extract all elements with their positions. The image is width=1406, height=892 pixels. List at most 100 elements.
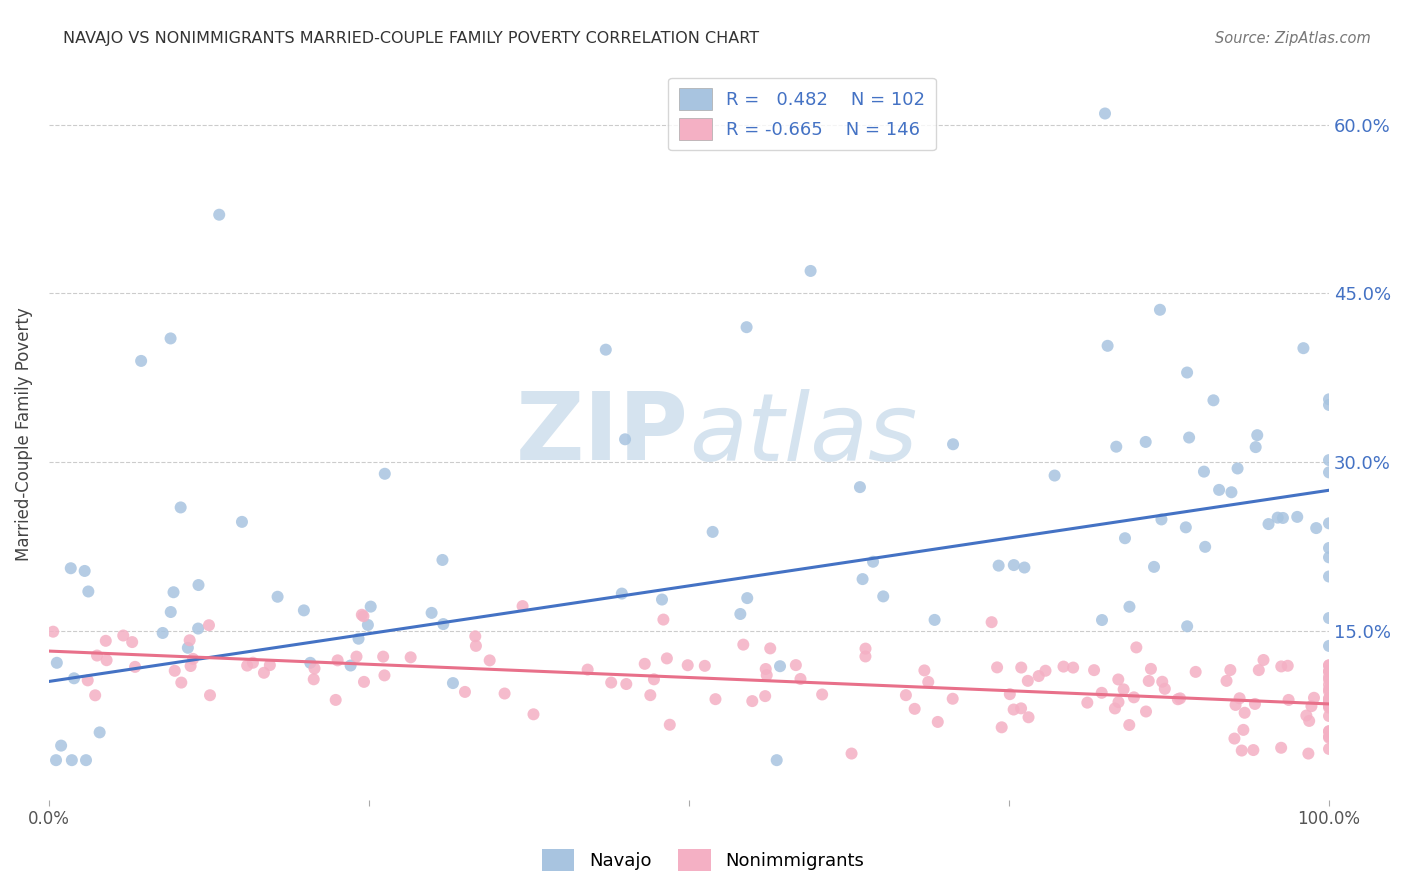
- Point: [1317, 698, 1340, 713]
- Point: [169, 500, 191, 515]
- Text: Source: ZipAtlas.com: Source: ZipAtlas.com: [1215, 31, 1371, 46]
- Point: [755, 662, 778, 676]
- Point: [304, 661, 326, 675]
- Point: [1317, 697, 1340, 711]
- Point: [1184, 665, 1206, 679]
- Point: [432, 617, 454, 632]
- Point: [851, 572, 873, 586]
- Point: [651, 592, 673, 607]
- Point: [735, 320, 758, 334]
- Point: [1253, 653, 1275, 667]
- Point: [494, 686, 516, 700]
- Point: [1091, 686, 1114, 700]
- Point: [730, 607, 752, 621]
- Point: [1225, 698, 1247, 712]
- Point: [872, 590, 894, 604]
- Point: [76, 673, 98, 688]
- Point: [1002, 702, 1025, 716]
- Point: [735, 591, 758, 606]
- Point: [924, 613, 946, 627]
- Point: [855, 649, 877, 664]
- Point: [1175, 619, 1198, 633]
- Point: [1118, 599, 1140, 614]
- Point: [1215, 673, 1237, 688]
- Point: [1230, 743, 1253, 757]
- Point: [1135, 705, 1157, 719]
- Point: [1043, 468, 1066, 483]
- Point: [353, 674, 375, 689]
- Point: [1194, 540, 1216, 554]
- Point: [179, 633, 201, 648]
- Point: [917, 675, 939, 690]
- Point: [96, 653, 118, 667]
- Point: [759, 641, 782, 656]
- Point: [652, 613, 675, 627]
- Point: [253, 665, 276, 680]
- Point: [1167, 692, 1189, 706]
- Point: [1317, 695, 1340, 709]
- Point: [374, 467, 396, 481]
- Point: [1317, 696, 1340, 710]
- Point: [42, 624, 65, 639]
- Point: [1105, 440, 1128, 454]
- Point: [1017, 673, 1039, 688]
- Point: [1317, 731, 1340, 745]
- Point: [1108, 695, 1130, 709]
- Point: [1104, 701, 1126, 715]
- Point: [180, 659, 202, 673]
- Point: [86, 648, 108, 663]
- Point: [1052, 659, 1074, 673]
- Point: [704, 692, 727, 706]
- Point: [1152, 674, 1174, 689]
- Point: [1233, 706, 1256, 720]
- Point: [1317, 466, 1340, 480]
- Point: [1229, 691, 1251, 706]
- Point: [610, 586, 633, 600]
- Point: [454, 685, 477, 699]
- Point: [89, 725, 111, 739]
- Point: [1317, 398, 1340, 412]
- Legend: R =   0.482    N = 102, R = -0.665    N = 146: R = 0.482 N = 102, R = -0.665 N = 146: [668, 78, 936, 151]
- Point: [990, 720, 1012, 734]
- Point: [986, 660, 1008, 674]
- Point: [1317, 691, 1340, 706]
- Point: [59, 561, 82, 575]
- Point: [1317, 724, 1340, 739]
- Point: [942, 437, 965, 451]
- Point: [841, 747, 863, 761]
- Point: [399, 650, 422, 665]
- Point: [198, 688, 221, 702]
- Point: [1125, 640, 1147, 655]
- Point: [811, 688, 834, 702]
- Point: [1150, 512, 1173, 526]
- Point: [1246, 428, 1268, 442]
- Point: [1114, 531, 1136, 545]
- Point: [1267, 510, 1289, 524]
- Point: [236, 658, 259, 673]
- Point: [1317, 678, 1340, 692]
- Point: [1317, 516, 1340, 531]
- Point: [1192, 465, 1215, 479]
- Point: [346, 649, 368, 664]
- Point: [339, 658, 361, 673]
- Point: [1094, 106, 1116, 120]
- Point: [1317, 696, 1340, 710]
- Point: [292, 603, 315, 617]
- Point: [1076, 696, 1098, 710]
- Point: [1010, 660, 1032, 674]
- Point: [849, 480, 872, 494]
- Point: [1257, 517, 1279, 532]
- Point: [1241, 743, 1264, 757]
- Point: [441, 676, 464, 690]
- Point: [1317, 665, 1340, 679]
- Point: [1301, 699, 1323, 714]
- Point: [1226, 461, 1249, 475]
- Point: [942, 691, 965, 706]
- Point: [595, 343, 617, 357]
- Point: [1317, 730, 1340, 744]
- Point: [63, 671, 86, 685]
- Point: [1317, 692, 1340, 706]
- Point: [1305, 521, 1327, 535]
- Point: [1317, 611, 1340, 625]
- Point: [208, 208, 231, 222]
